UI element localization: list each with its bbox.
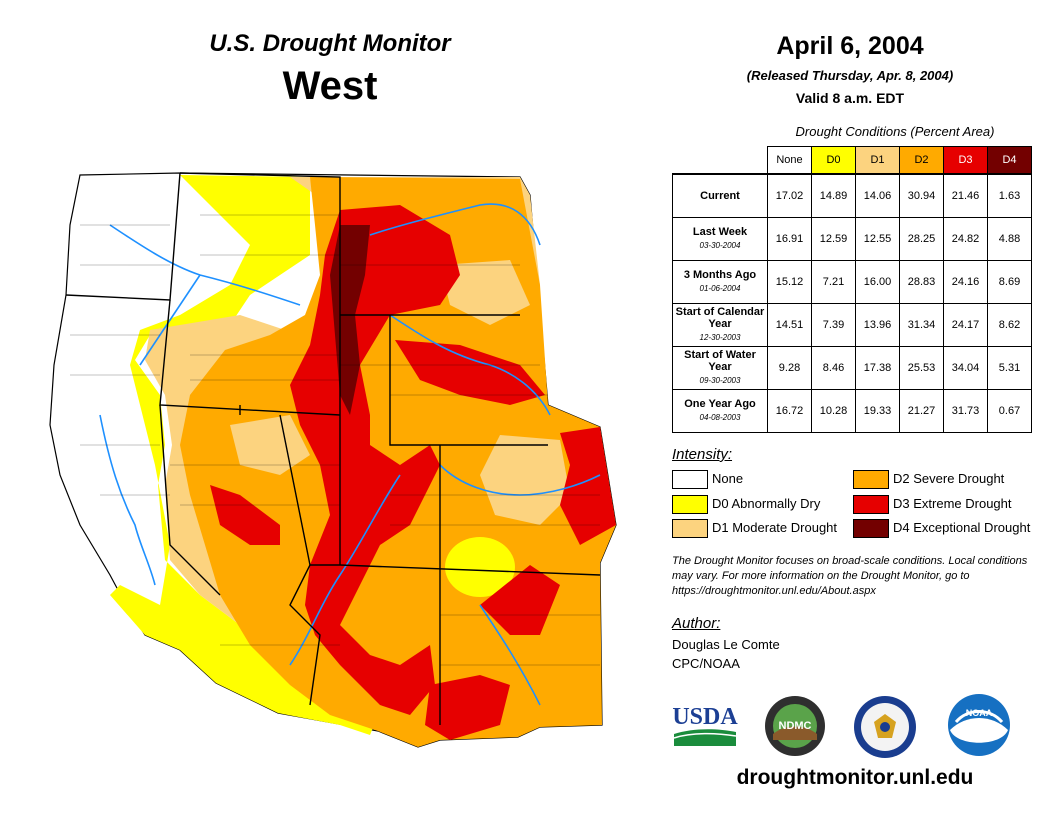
table-cell: 7.21 bbox=[811, 260, 856, 304]
usda-logo: USDA bbox=[672, 704, 738, 746]
table-row: 3 Months Ago 01-06-2004 15.12 7.21 16.00 … bbox=[672, 260, 1032, 304]
table-row: Start of Calendar Year 12-30-2003 14.51 7… bbox=[672, 303, 1032, 347]
table-cell: 16.72 bbox=[767, 389, 812, 433]
table-cell: 1.63 bbox=[987, 173, 1032, 218]
table-cell: 34.04 bbox=[943, 346, 988, 390]
d0-areas bbox=[110, 175, 380, 735]
product-title: U.S. Drought Monitor bbox=[209, 30, 451, 57]
table-row: Current 17.02 14.89 14.06 30.94 21.46 1.… bbox=[672, 173, 1032, 218]
d1-pockets bbox=[230, 260, 570, 525]
svg-text:NOAA: NOAA bbox=[966, 708, 993, 718]
legend-item-d2: D2 Severe Drought bbox=[853, 470, 1004, 490]
table-cell: 9.28 bbox=[767, 346, 812, 390]
table-row: One Year Ago 04-08-2003 16.72 10.28 19.33… bbox=[672, 389, 1032, 433]
table-cell: 16.00 bbox=[855, 260, 900, 304]
table-cell: 17.02 bbox=[767, 173, 812, 218]
noaa-logo: NOAA bbox=[948, 694, 1010, 756]
row-label: Last Week 03-30-2004 bbox=[672, 217, 768, 261]
col-header-d4: D4 bbox=[987, 146, 1032, 175]
table-cell: 28.83 bbox=[899, 260, 944, 304]
table-cell: 21.46 bbox=[943, 173, 988, 218]
table-cell: 15.12 bbox=[767, 260, 812, 304]
author-name: Douglas Le Comte bbox=[672, 637, 780, 652]
row-label: Start of Calendar Year 12-30-2003 bbox=[672, 303, 768, 347]
legend-item-d0: D0 Abnormally Dry bbox=[672, 495, 820, 515]
table-cell: 31.73 bbox=[943, 389, 988, 433]
table-cell: 24.17 bbox=[943, 303, 988, 347]
table-cell: 8.46 bbox=[811, 346, 856, 390]
ndmc-logo: NDMC bbox=[765, 696, 825, 756]
table-cell: 5.31 bbox=[987, 346, 1032, 390]
table-row: Last Week 03-30-2004 16.91 12.59 12.55 28… bbox=[672, 217, 1032, 261]
table-cell: 14.51 bbox=[767, 303, 812, 347]
table-cell: 12.59 bbox=[811, 217, 856, 261]
legend-item-d3: D3 Extreme Drought bbox=[853, 495, 1012, 515]
row-label: One Year Ago 04-08-2003 bbox=[672, 389, 768, 433]
drought-stats-table: None D0 D1 D2 D3 D4 Current 17.02 14.89 … bbox=[672, 146, 1032, 433]
legend-swatch bbox=[672, 470, 708, 490]
svg-text:NDMC: NDMC bbox=[779, 720, 812, 732]
col-header-d3: D3 bbox=[943, 146, 988, 175]
region-title: West bbox=[282, 64, 378, 108]
table-cell: 28.25 bbox=[899, 217, 944, 261]
legend-item-d4: D4 Exceptional Drought bbox=[853, 519, 1030, 539]
drought-map bbox=[49, 172, 617, 748]
table-cell: 31.34 bbox=[899, 303, 944, 347]
release-date: (Released Thursday, Apr. 8, 2004) bbox=[746, 68, 954, 83]
legend-swatch bbox=[853, 495, 889, 515]
table-cell: 4.88 bbox=[987, 217, 1032, 261]
author-label: Author: bbox=[672, 615, 721, 632]
legend-swatch bbox=[853, 470, 889, 490]
legend-swatch bbox=[672, 495, 708, 515]
legend-item-none: None bbox=[672, 470, 743, 490]
d0-pockets bbox=[445, 537, 515, 597]
svg-text:USDA: USDA bbox=[672, 704, 738, 730]
author-org: CPC/NOAA bbox=[672, 656, 740, 671]
legend-item-d1: D1 Moderate Drought bbox=[672, 519, 837, 539]
row-label: Start of Water Year 09-30-2003 bbox=[672, 346, 768, 390]
map-date: April 6, 2004 bbox=[776, 32, 924, 60]
table-cell: 13.96 bbox=[855, 303, 900, 347]
legend-title: Intensity: bbox=[672, 446, 733, 463]
table-cell: 17.38 bbox=[855, 346, 900, 390]
table-cell: 24.82 bbox=[943, 217, 988, 261]
website-url: droughtmonitor.unl.edu bbox=[736, 766, 974, 789]
disclaimer-note: The Drought Monitor focuses on broad-sca… bbox=[672, 555, 1028, 597]
table-corner bbox=[672, 146, 768, 175]
legend-swatch bbox=[672, 519, 708, 539]
table-cell: 24.16 bbox=[943, 260, 988, 304]
table-cell: 21.27 bbox=[899, 389, 944, 433]
state-boundaries bbox=[65, 172, 601, 725]
table-cell: 14.89 bbox=[811, 173, 856, 218]
table-cell: 19.33 bbox=[855, 389, 900, 433]
table-cell: 0.67 bbox=[987, 389, 1032, 433]
valid-time: Valid 8 a.m. EDT bbox=[795, 90, 905, 106]
col-header-d0: D0 bbox=[811, 146, 856, 175]
table-cell: 8.62 bbox=[987, 303, 1032, 347]
row-label: 3 Months Ago 01-06-2004 bbox=[672, 260, 768, 304]
col-header-d1: D1 bbox=[855, 146, 900, 175]
legend-swatch bbox=[853, 519, 889, 539]
table-title: Drought Conditions (Percent Area) bbox=[795, 124, 995, 139]
county-lines bbox=[70, 214, 600, 666]
table-row: Start of Water Year 09-30-2003 9.28 8.46 … bbox=[672, 346, 1032, 390]
col-header-d2: D2 bbox=[899, 146, 944, 175]
table-cell: 12.55 bbox=[855, 217, 900, 261]
table-cell: 7.39 bbox=[811, 303, 856, 347]
row-label: Current bbox=[672, 173, 768, 218]
table-cell: 14.06 bbox=[855, 173, 900, 218]
commerce-seal-logo bbox=[854, 696, 916, 758]
table-cell: 25.53 bbox=[899, 346, 944, 390]
table-cell: 30.94 bbox=[899, 173, 944, 218]
col-header-none: None bbox=[767, 146, 812, 175]
table-cell: 16.91 bbox=[767, 217, 812, 261]
table-cell: 8.69 bbox=[987, 260, 1032, 304]
table-cell: 10.28 bbox=[811, 389, 856, 433]
